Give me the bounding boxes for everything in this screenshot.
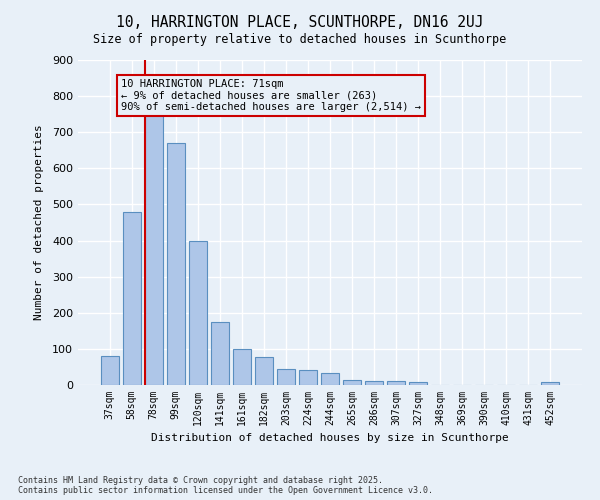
Bar <box>321 374 339 385</box>
Bar <box>233 349 251 385</box>
Y-axis label: Number of detached properties: Number of detached properties <box>34 124 44 320</box>
Bar <box>123 212 140 385</box>
Bar <box>409 382 427 385</box>
Bar <box>387 382 405 385</box>
Text: Contains HM Land Registry data © Crown copyright and database right 2025.
Contai: Contains HM Land Registry data © Crown c… <box>18 476 433 495</box>
Bar <box>343 380 361 385</box>
Bar <box>365 380 383 385</box>
Text: 10 HARRINGTON PLACE: 71sqm
← 9% of detached houses are smaller (263)
90% of semi: 10 HARRINGTON PLACE: 71sqm ← 9% of detac… <box>121 79 421 112</box>
Bar <box>211 322 229 385</box>
Bar <box>255 357 273 385</box>
Bar <box>299 370 317 385</box>
Bar <box>277 369 295 385</box>
Text: 10, HARRINGTON PLACE, SCUNTHORPE, DN16 2UJ: 10, HARRINGTON PLACE, SCUNTHORPE, DN16 2… <box>116 15 484 30</box>
Bar <box>167 143 185 385</box>
Bar <box>145 114 163 385</box>
X-axis label: Distribution of detached houses by size in Scunthorpe: Distribution of detached houses by size … <box>151 434 509 444</box>
Bar <box>101 356 119 385</box>
Text: Size of property relative to detached houses in Scunthorpe: Size of property relative to detached ho… <box>94 32 506 46</box>
Bar <box>189 240 206 385</box>
Bar <box>541 382 559 385</box>
